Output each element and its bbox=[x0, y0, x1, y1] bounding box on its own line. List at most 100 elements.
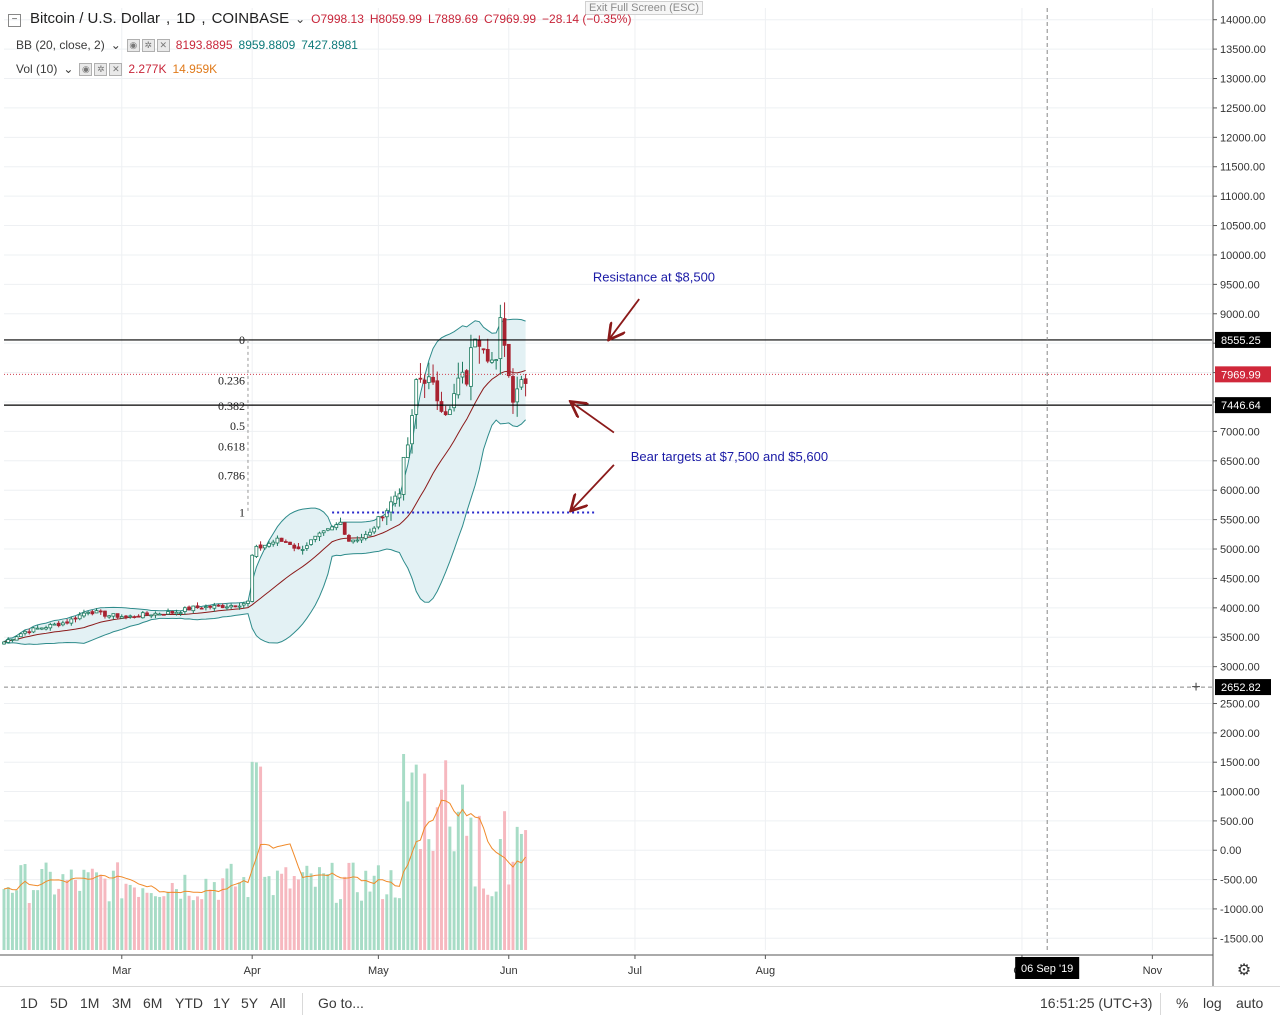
candle-body[interactable] bbox=[250, 554, 255, 602]
candle-body[interactable] bbox=[98, 610, 103, 613]
candle-body[interactable] bbox=[296, 546, 301, 550]
candle-body[interactable] bbox=[262, 544, 267, 549]
candle-body[interactable] bbox=[338, 521, 343, 525]
candle-body[interactable] bbox=[506, 343, 511, 377]
candle-body[interactable] bbox=[490, 359, 494, 363]
candle-body[interactable] bbox=[212, 605, 217, 609]
candle-body[interactable] bbox=[452, 393, 456, 409]
candle-body[interactable] bbox=[65, 621, 69, 624]
candle-body[interactable] bbox=[241, 602, 246, 606]
candle-body[interactable] bbox=[498, 317, 503, 360]
candle-body[interactable] bbox=[2, 641, 6, 645]
candle-body[interactable] bbox=[82, 612, 86, 617]
candle-body[interactable] bbox=[397, 493, 402, 499]
chevron-down-icon[interactable]: ⌄ bbox=[63, 62, 74, 76]
candle-body[interactable] bbox=[61, 622, 65, 626]
timeframe-1m-button[interactable]: 1M bbox=[80, 995, 100, 1011]
candle-body[interactable] bbox=[473, 338, 477, 348]
candle-body[interactable] bbox=[376, 516, 381, 528]
timeframe-6m-button[interactable]: 6M bbox=[143, 995, 163, 1011]
candle-body[interactable] bbox=[6, 639, 11, 643]
candle-body[interactable] bbox=[94, 610, 99, 614]
candle-body[interactable] bbox=[132, 616, 137, 619]
candle-body[interactable] bbox=[515, 388, 520, 403]
candle-body[interactable] bbox=[229, 605, 234, 608]
candle-body[interactable] bbox=[292, 544, 297, 549]
candle-body[interactable] bbox=[44, 627, 48, 630]
candle-body[interactable] bbox=[140, 612, 145, 619]
candle-body[interactable] bbox=[330, 526, 334, 531]
candle-body[interactable] bbox=[485, 348, 490, 362]
auto-scale-button[interactable]: auto bbox=[1236, 995, 1264, 1011]
interval-label[interactable]: 1D bbox=[176, 10, 196, 27]
candle-body[interactable] bbox=[35, 627, 40, 630]
arrow-drawing[interactable] bbox=[610, 298, 640, 338]
candle-body[interactable] bbox=[111, 613, 116, 617]
arrow-drawing[interactable] bbox=[572, 403, 615, 434]
candle-body[interactable] bbox=[448, 409, 452, 415]
candle-body[interactable] bbox=[18, 633, 23, 638]
candle-body[interactable] bbox=[271, 541, 276, 545]
candle-body[interactable] bbox=[410, 415, 414, 445]
candle-body[interactable] bbox=[170, 611, 175, 614]
candle-body[interactable] bbox=[254, 545, 259, 557]
candle-body[interactable] bbox=[523, 378, 528, 384]
candle-body[interactable] bbox=[304, 545, 309, 549]
candle-body[interactable] bbox=[422, 379, 427, 384]
candle-body[interactable] bbox=[317, 532, 322, 538]
timeframe-all-button[interactable]: All bbox=[270, 995, 286, 1011]
timeframe-1d-button[interactable]: 1D bbox=[20, 995, 38, 1011]
candle-body[interactable] bbox=[309, 539, 313, 545]
drawings[interactable]: +0 0.236 0.382 0.5 0.618 0.786 1 Resistance at … bbox=[4, 8, 1212, 950]
candle-body[interactable] bbox=[363, 533, 368, 539]
candle-body[interactable] bbox=[27, 631, 32, 634]
candle-body[interactable] bbox=[477, 340, 482, 347]
candle-body[interactable] bbox=[368, 531, 372, 536]
candle-body[interactable] bbox=[128, 615, 133, 618]
candle-body[interactable] bbox=[351, 539, 356, 543]
candle-body[interactable] bbox=[208, 605, 212, 608]
candle-body[interactable] bbox=[23, 630, 27, 634]
candle-body[interactable] bbox=[321, 530, 326, 534]
candle-body[interactable] bbox=[372, 527, 377, 533]
timeframe-5d-button[interactable]: 5D bbox=[50, 995, 68, 1011]
candle-body[interactable] bbox=[511, 376, 515, 403]
candle-body[interactable] bbox=[237, 605, 242, 608]
candle-body[interactable] bbox=[119, 616, 124, 619]
candle-body[interactable] bbox=[166, 611, 170, 615]
annotation-text[interactable]: Resistance at $8,500 bbox=[593, 269, 715, 284]
exit-fullscreen-button[interactable]: Exit Full Screen (ESC) bbox=[585, 1, 704, 15]
candle-body[interactable] bbox=[347, 535, 351, 542]
candle-body[interactable] bbox=[183, 607, 187, 612]
candle-body[interactable] bbox=[178, 612, 183, 615]
candle-body[interactable] bbox=[464, 370, 469, 385]
close-icon[interactable]: ✕ bbox=[109, 62, 123, 76]
candle-body[interactable] bbox=[355, 539, 360, 542]
candle-body[interactable] bbox=[384, 510, 389, 518]
candle-body[interactable] bbox=[10, 638, 15, 641]
candle-body[interactable] bbox=[115, 613, 120, 618]
candle-body[interactable] bbox=[494, 359, 499, 362]
candle-body[interactable] bbox=[157, 613, 162, 616]
candle-body[interactable] bbox=[145, 612, 149, 615]
goto-button[interactable]: Go to... bbox=[318, 995, 364, 1011]
candle-body[interactable] bbox=[405, 444, 410, 458]
candle-body[interactable] bbox=[69, 618, 74, 624]
symbol-title[interactable]: Bitcoin / U.S. Dollar bbox=[30, 10, 161, 27]
chevron-down-icon[interactable]: ⌄ bbox=[295, 11, 306, 26]
eye-icon[interactable]: ◉ bbox=[79, 62, 93, 76]
candles[interactable] bbox=[2, 302, 528, 645]
timeframe-ytd-button[interactable]: YTD bbox=[175, 995, 203, 1011]
candle-body[interactable] bbox=[246, 600, 250, 604]
candle-body[interactable] bbox=[342, 522, 347, 535]
timeframe-5y-button[interactable]: 5Y bbox=[241, 995, 259, 1011]
candle-body[interactable] bbox=[313, 535, 318, 540]
candle-body[interactable] bbox=[426, 376, 431, 383]
candle-body[interactable] bbox=[153, 612, 158, 616]
candle-body[interactable] bbox=[220, 605, 225, 609]
candle-body[interactable] bbox=[275, 537, 280, 544]
candle-body[interactable] bbox=[77, 614, 82, 620]
candle-body[interactable] bbox=[443, 411, 448, 416]
settings-gear-icon[interactable]: ⚙ bbox=[1237, 962, 1251, 979]
candle-body[interactable] bbox=[481, 348, 486, 351]
